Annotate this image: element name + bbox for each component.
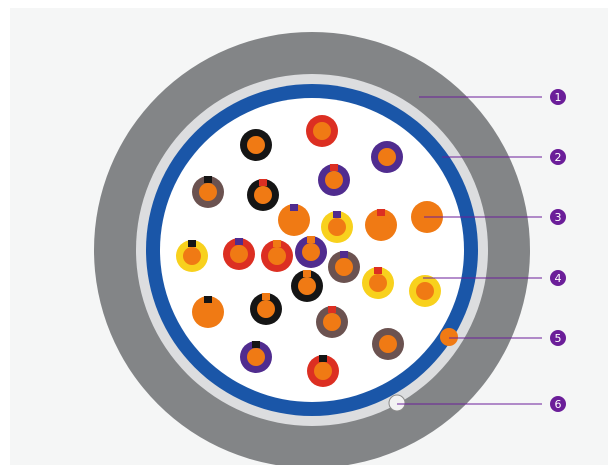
callout-2-label: 2 [555,151,562,164]
wire [371,141,403,173]
wire [318,164,350,196]
callout-5-label: 5 [555,332,562,345]
wire [278,204,310,236]
wire [192,296,224,328]
callout-6-label: 6 [555,398,562,411]
wire [316,306,348,338]
callout-4: 4 [423,270,566,286]
wire-stripe [340,251,348,258]
wire-conductor [314,362,332,380]
callout-3: 3 [424,209,566,225]
callout-6-marker [550,396,566,412]
wire-conductor [313,122,331,140]
wire-stripe [204,296,212,303]
wire-conductor [378,148,396,166]
callout-1: 1 [419,89,566,105]
wire-conductor [323,313,341,331]
wire-stripe [290,204,298,211]
wire [307,355,339,387]
wire-conductor [183,247,201,265]
wire [372,328,404,360]
wire-conductor [416,282,434,300]
drain-wire [388,394,406,412]
wire-conductor [369,274,387,292]
callout-3-marker [550,209,566,225]
wire [362,267,394,299]
wire-conductor [247,136,265,154]
wire-conductor [199,183,217,201]
wire-conductor [268,247,286,265]
callout-4-marker [550,270,566,286]
callouts: 1 2 3 4 5 6 [397,89,566,412]
callout-1-marker [550,89,566,105]
wire-stripe [377,209,385,216]
wire-stripe [330,164,338,171]
wire [250,293,282,325]
wire [409,275,441,307]
callout-5: 5 [449,330,566,346]
wire-conductor [298,277,316,295]
wire-stripe [319,355,327,362]
wire-stripe [328,306,336,313]
callout-4-label: 4 [555,272,562,285]
wire-conductor [254,186,272,204]
wire [291,270,323,302]
wire-conductor [302,243,320,261]
wire [321,211,353,243]
wire [192,176,224,208]
wire-conductor [199,303,217,321]
callout-6: 6 [397,396,566,412]
wire [247,179,279,211]
wire [328,251,360,283]
wire-stripe [333,211,341,218]
wire-conductor [285,211,303,229]
conductor-wires [176,115,443,387]
wire-conductor [335,258,353,276]
wire [223,238,255,270]
wire [176,240,208,272]
wire-conductor [372,216,390,234]
wire-stripe [259,179,267,186]
callout-1-label: 1 [555,91,562,104]
wire [365,209,397,241]
callout-2: 2 [442,149,566,165]
wire-stripe [252,341,260,348]
cable-cross-section [94,32,530,465]
wire-conductor [325,171,343,189]
filler-element [440,328,458,346]
wire [306,115,338,147]
wire [295,236,327,268]
wire-stripe [262,293,270,300]
wire [240,129,272,161]
wire-conductor [247,348,265,366]
wire-conductor [328,218,346,236]
wire-stripe [307,236,315,243]
callout-3-label: 3 [555,211,562,224]
wire-conductor [379,335,397,353]
wire-stripe [273,240,281,247]
wire-stripe [374,267,382,274]
wire-conductor [257,300,275,318]
wire-stripe [204,176,212,183]
callout-5-marker [550,330,566,346]
wire-stripe [235,238,243,245]
wire-stripe [303,270,311,277]
wire-stripe [188,240,196,247]
wire-conductor [230,245,248,263]
wire [240,341,272,373]
wire [261,240,293,272]
callout-2-marker [550,149,566,165]
